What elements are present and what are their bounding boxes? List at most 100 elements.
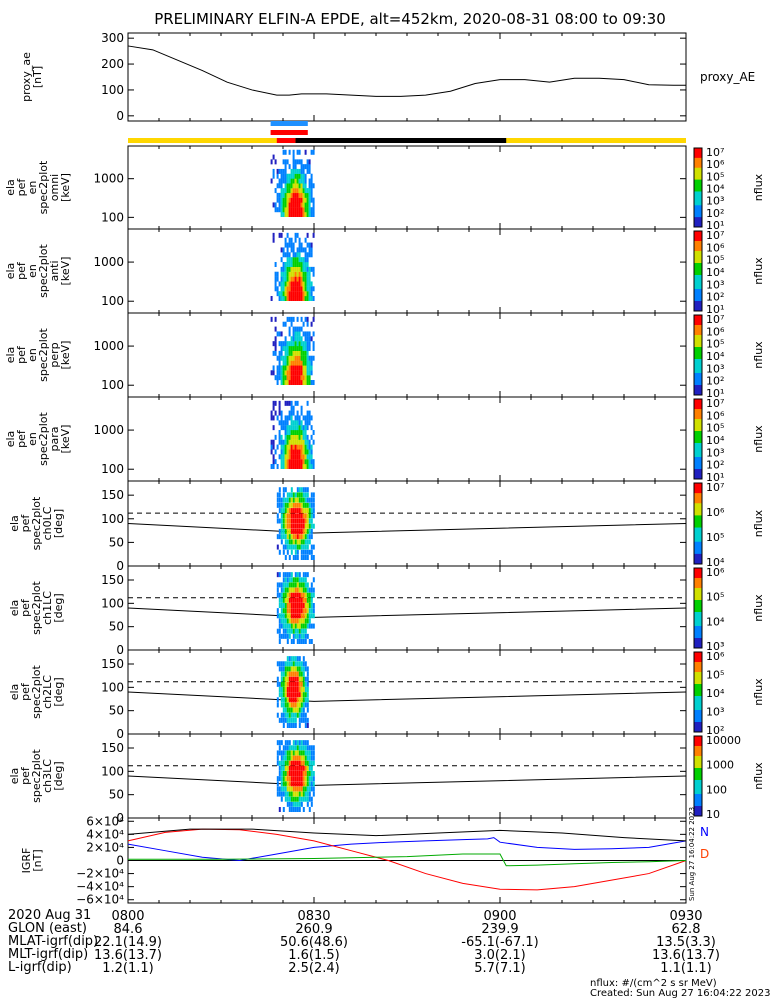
spectrogram-cell-ela_pef_spec2plot_ch1LC [284, 633, 287, 639]
spectrogram-cell-ela_pef_spec2plot_ch0LC [286, 539, 289, 545]
spectrogram-cell-ela_pef_en_spec2plot_perp [302, 355, 305, 361]
spectrogram-cell-ela_pef_en_spec2plot_para [294, 449, 297, 455]
spectrogram-cell-ela_pef_en_spec2plot_omni [300, 212, 303, 217]
spectrogram-cell-ela_pef_spec2plot_ch2LC [302, 702, 305, 708]
spectrogram-cell-ela_pef_spec2plot_ch3LC [308, 745, 311, 751]
colorbar-segment-ela_pef_en_spec2plot_anti [694, 261, 702, 264]
spectrogram-cell-ela_pef_en_spec2plot_perp [284, 355, 287, 361]
spectrogram-cell-ela_pef_spec2plot_ch1LC [294, 592, 297, 598]
spectrogram-cell-ela_pef_spec2plot_ch1LC [290, 592, 293, 598]
y-axis-label-ela_pef_en_spec2plot_omni: spec2plot [37, 160, 50, 214]
spectrogram-cell-ela_pef_en_spec2plot_anti [282, 281, 285, 287]
spectrogram-cell-ela_pef_en_spec2plot_para [308, 459, 311, 465]
spectrogram-cell-ela_pef_en_spec2plot_anti [274, 276, 277, 282]
spectrogram-cell-ela_pef_spec2plot_ch0LC [302, 513, 305, 519]
spectrogram-cell-ela_pef_en_spec2plot_anti [296, 262, 299, 267]
spectrogram-cell-ela_pef_en_spec2plot_para [300, 449, 303, 455]
spectrogram-cell-ela_pef_en_spec2plot_perp [288, 316, 291, 322]
spectrogram-cell-ela_pef_en_spec2plot_para [296, 410, 299, 416]
panel-frame-ela_pef_en_spec2plot_anti [127, 228, 687, 314]
spectrogram-cell-ela_pef_en_spec2plot_omni [304, 149, 307, 155]
spectrogram-cell-ela_pef_en_spec2plot_anti [308, 286, 311, 292]
spectrogram-cell-ela_pef_en_spec2plot_anti [308, 247, 311, 253]
spectrogram-cell-ela_pef_en_spec2plot_omni [304, 207, 307, 213]
spectrogram-cell-ela_pef_spec2plot_ch3LC [296, 745, 299, 751]
colorbar-segment-ela_pef_spec2plot_ch0LC [694, 497, 702, 500]
spectrogram-cell-ela_pef_spec2plot_ch2LC [280, 692, 283, 698]
spectrogram-cell-ela_pef_en_spec2plot_omni [286, 173, 289, 179]
spectrogram-cell-ela_pef_en_spec2plot_omni [302, 207, 305, 213]
axis-value-l-igrf-dip-: 5.7(7.1) [474, 961, 526, 976]
spectrogram-cell-ela_pef_en_spec2plot_omni [298, 188, 301, 194]
spectrogram-cell-ela_pef_spec2plot_ch2LC [282, 687, 285, 692]
spectrogram-cell-ela_pef_spec2plot_ch3LC [288, 755, 291, 761]
spectrogram-cell-ela_pef_spec2plot_ch3LC [300, 755, 303, 761]
spectrogram-cell-ela_pef_spec2plot_ch0LC [280, 528, 283, 534]
spectrogram-cell-ela_pef_en_spec2plot_perp [310, 360, 313, 366]
spectrogram-cell-ela_pef_en_spec2plot_para [306, 454, 309, 460]
spectrogram-cell-ela_pef_en_spec2plot_omni [284, 178, 287, 184]
colorbar-segment-ela_pef_en_spec2plot_omni [694, 213, 702, 216]
spectrogram-cell-ela_pef_spec2plot_ch0LC [290, 513, 293, 519]
spectrogram-cell-ela_pef_spec2plot_ch1LC [302, 608, 305, 614]
spectrogram-cell-ela_pef_en_spec2plot_para [304, 459, 307, 465]
spectrogram-cell-ela_pef_spec2plot_ch1LC [280, 608, 283, 614]
spectrogram-cell-ela_pef_en_spec2plot_omni [276, 192, 279, 198]
spectrogram-cell-ela_pef_spec2plot_ch0LC [276, 544, 279, 550]
colorbar-segment-ela_pef_en_spec2plot_perp [694, 387, 702, 390]
spectrogram-cell-ela_pef_en_spec2plot_omni [310, 192, 313, 198]
spectrogram-cell-ela_pef_spec2plot_ch0LC [294, 528, 297, 534]
spectrogram-cell-ela_pef_en_spec2plot_omni [302, 183, 305, 189]
spectrogram-cell-ela_pef_en_spec2plot_anti [284, 242, 287, 248]
spectrogram-cell-ela_pef_en_spec2plot_omni [298, 173, 301, 179]
spectrogram-cell-ela_pef_spec2plot_ch0LC [284, 487, 287, 493]
spectrogram-cell-ela_pef_spec2plot_ch0LC [292, 539, 295, 545]
colorbar-segment-ela_pef_spec2plot_ch0LC [694, 549, 702, 553]
spectrogram-cell-ela_pef_en_spec2plot_para [298, 434, 301, 440]
y-axis-label-ela_pef_spec2plot_ch2LC: ch2LC [41, 675, 54, 709]
spectrogram-cell-ela_pef_en_spec2plot_anti [300, 257, 303, 263]
spectrogram-cell-ela_pef_en_spec2plot_omni [286, 212, 289, 217]
colorbar-segment-ela_pef_spec2plot_ch0LC [694, 501, 702, 504]
colorbar-segment-ela_pef_spec2plot_ch3LC [694, 778, 702, 781]
spectrogram-cell-ela_pef_en_spec2plot_perp [280, 341, 283, 347]
spectrogram-cell-ela_pef_en_spec2plot_omni [290, 168, 293, 174]
spectrogram-cell-ela_pef_en_spec2plot_para [302, 444, 305, 450]
y-axis-label-proxy_ae: proxy_ae [20, 52, 33, 102]
spectrogram-cell-ela_pef_spec2plot_ch0LC [284, 518, 287, 524]
spectrogram-cell-ela_pef_en_spec2plot_anti [302, 247, 305, 253]
spectrogram-cell-ela_pef_en_spec2plot_anti [306, 271, 309, 277]
spectrogram-cell-ela_pef_en_spec2plot_perp [306, 360, 309, 366]
spectrogram-cell-ela_pef_spec2plot_ch2LC [284, 661, 287, 667]
spectrogram-cell-ela_pef_spec2plot_ch0LC [292, 508, 295, 514]
spectrogram-cell-ela_pef_spec2plot_ch2LC [294, 681, 297, 687]
spectrogram-cell-ela_pef_spec2plot_ch2LC [290, 723, 293, 728]
spectrogram-cell-ela_pef_en_spec2plot_anti [290, 271, 293, 277]
colorbar-segment-ela_pef_en_spec2plot_perp [694, 343, 702, 346]
spectrogram-cell-ela_pef_spec2plot_ch0LC [302, 534, 305, 540]
spectrogram-cell-ela_pef_en_spec2plot_anti [296, 257, 299, 263]
axis-value-mlat-igrf-dip-: -65.1(-67.1) [461, 935, 538, 950]
spectrogram-cell-ela_pef_spec2plot_ch0LC [312, 523, 315, 529]
spectrogram-cell-ela_pef_en_spec2plot_para [298, 439, 301, 445]
spectrogram-cell-ela_pef_en_spec2plot_omni [288, 173, 291, 179]
colorbar-tick-ela_pef_spec2plot_ch0LC: 10⁷ [706, 481, 724, 494]
spectrogram-cell-ela_pef_spec2plot_ch2LC [296, 666, 299, 672]
spectrogram-cell-ela_pef_spec2plot_ch0LC [280, 513, 283, 519]
spectrogram-cell-ela_pef_spec2plot_ch0LC [304, 528, 307, 534]
spectrogram-cell-ela_pef_spec2plot_ch1LC [312, 592, 315, 598]
spectrogram-cell-ela_pef_spec2plot_ch0LC [278, 492, 281, 498]
colorbar-segment-ela_pef_spec2plot_ch1LC [694, 644, 702, 647]
spectrogram-cell-ela_pef_spec2plot_ch0LC [290, 508, 293, 514]
y-axis-label-ela_pef_en_spec2plot_anti: [keV] [59, 257, 72, 286]
spectrogram-cell-ela_pef_en_spec2plot_perp [308, 336, 311, 342]
spectrogram-cell-ela_pef_en_spec2plot_para [310, 459, 313, 465]
spectrogram-cell-ela_pef_en_spec2plot_perp [300, 316, 303, 322]
spectrogram-cell-ela_pef_spec2plot_ch0LC [298, 492, 301, 498]
spectrogram-cell-ela_pef_spec2plot_ch3LC [290, 765, 293, 771]
spectrogram-cell-ela_pef_en_spec2plot_para [306, 449, 309, 455]
spectrogram-cell-ela_pef_spec2plot_ch0LC [298, 528, 301, 534]
spectrogram-cell-ela_pef_spec2plot_ch3LC [278, 786, 281, 792]
panel-frame-ela_pef_en_spec2plot_omni [127, 145, 687, 230]
spectrogram-cell-ela_pef_spec2plot_ch3LC [300, 765, 303, 771]
